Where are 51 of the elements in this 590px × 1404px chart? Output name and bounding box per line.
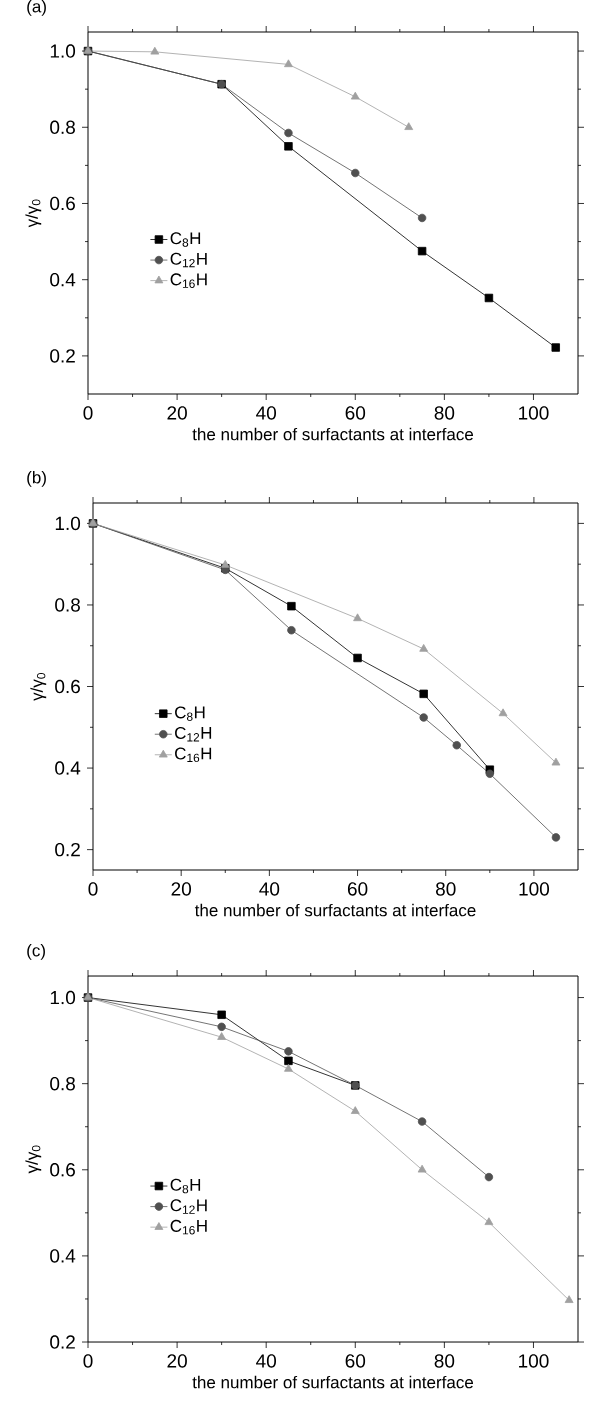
x-tick-label: 100 [519,406,549,420]
x-tick-label: 40 [256,406,277,420]
x-tick-label: 60 [345,406,366,420]
x-tick-label: 100 [519,1354,549,1368]
legend-label: C$_{8}$H [170,232,201,247]
y-axis-title: γ/γ$_{0}$ [30,673,47,701]
y-tick-label: 0.2 [50,349,75,363]
legend-label: C$_{16}$H [170,1219,207,1235]
y-tick-label: 0.4 [50,1249,76,1263]
x-tick-label: 80 [434,406,455,420]
y-tick-label: 0.6 [55,679,80,694]
y-tick-label: 0.8 [50,120,75,134]
legend-label: C$_{16}$H [175,747,212,763]
y-tick-label: 0.2 [55,842,80,857]
y-tick-label: 0.8 [55,598,80,612]
x-tick-label: 40 [256,1354,277,1368]
x-axis-title: the number of surfactants at interface [194,903,476,917]
x-tick-label: 60 [345,1354,366,1368]
x-tick-label: 40 [259,882,280,896]
chart-title: (a) [27,0,46,16]
x-tick-label: 80 [434,1354,455,1368]
y-tick-label: 0.4 [50,272,76,287]
x-tick-label: 20 [167,406,187,420]
x-tick-label: 20 [167,1354,187,1368]
y-tick-label: 1.0 [50,44,76,58]
legend-label: C$_{16}$H [170,273,207,288]
y-tick-label: 0.6 [50,196,75,211]
x-axis-title: the number of surfactants at interface [192,427,474,441]
x-tick-label: 60 [347,882,368,896]
y-tick-label: 0.6 [50,1163,75,1177]
y-tick-label: 0.4 [55,761,81,775]
x-tick-label: 20 [171,882,192,896]
y-tick-label: 0.2 [50,1335,75,1349]
x-tick-label: 80 [435,882,456,896]
y-tick-label: 0.8 [50,1076,75,1091]
x-tick-label: 0 [88,882,98,896]
legend-label: C$_{12}$H [175,726,212,742]
x-axis-title: the number of surfactants at interface [192,1375,474,1389]
x-tick-label: 0 [83,406,93,420]
chart-title: (c) [27,944,45,960]
legend-label: C$_{8}$H [175,706,205,721]
y-tick-label: 1.0 [55,516,81,531]
y-axis-title: γ/γ$_{0}$ [25,1145,42,1174]
legend-label: C$_{8}$H [170,1178,201,1194]
legend-label: C$_{12}$H [170,252,207,268]
chart-title: (b) [27,471,46,487]
y-tick-label: 1.0 [50,990,76,1005]
x-tick-label: 0 [83,1354,93,1368]
x-tick-label: 100 [519,882,550,896]
y-axis-title: γ/γ$_{0}$ [25,199,42,228]
legend-label: C$_{12}$H [170,1199,207,1214]
